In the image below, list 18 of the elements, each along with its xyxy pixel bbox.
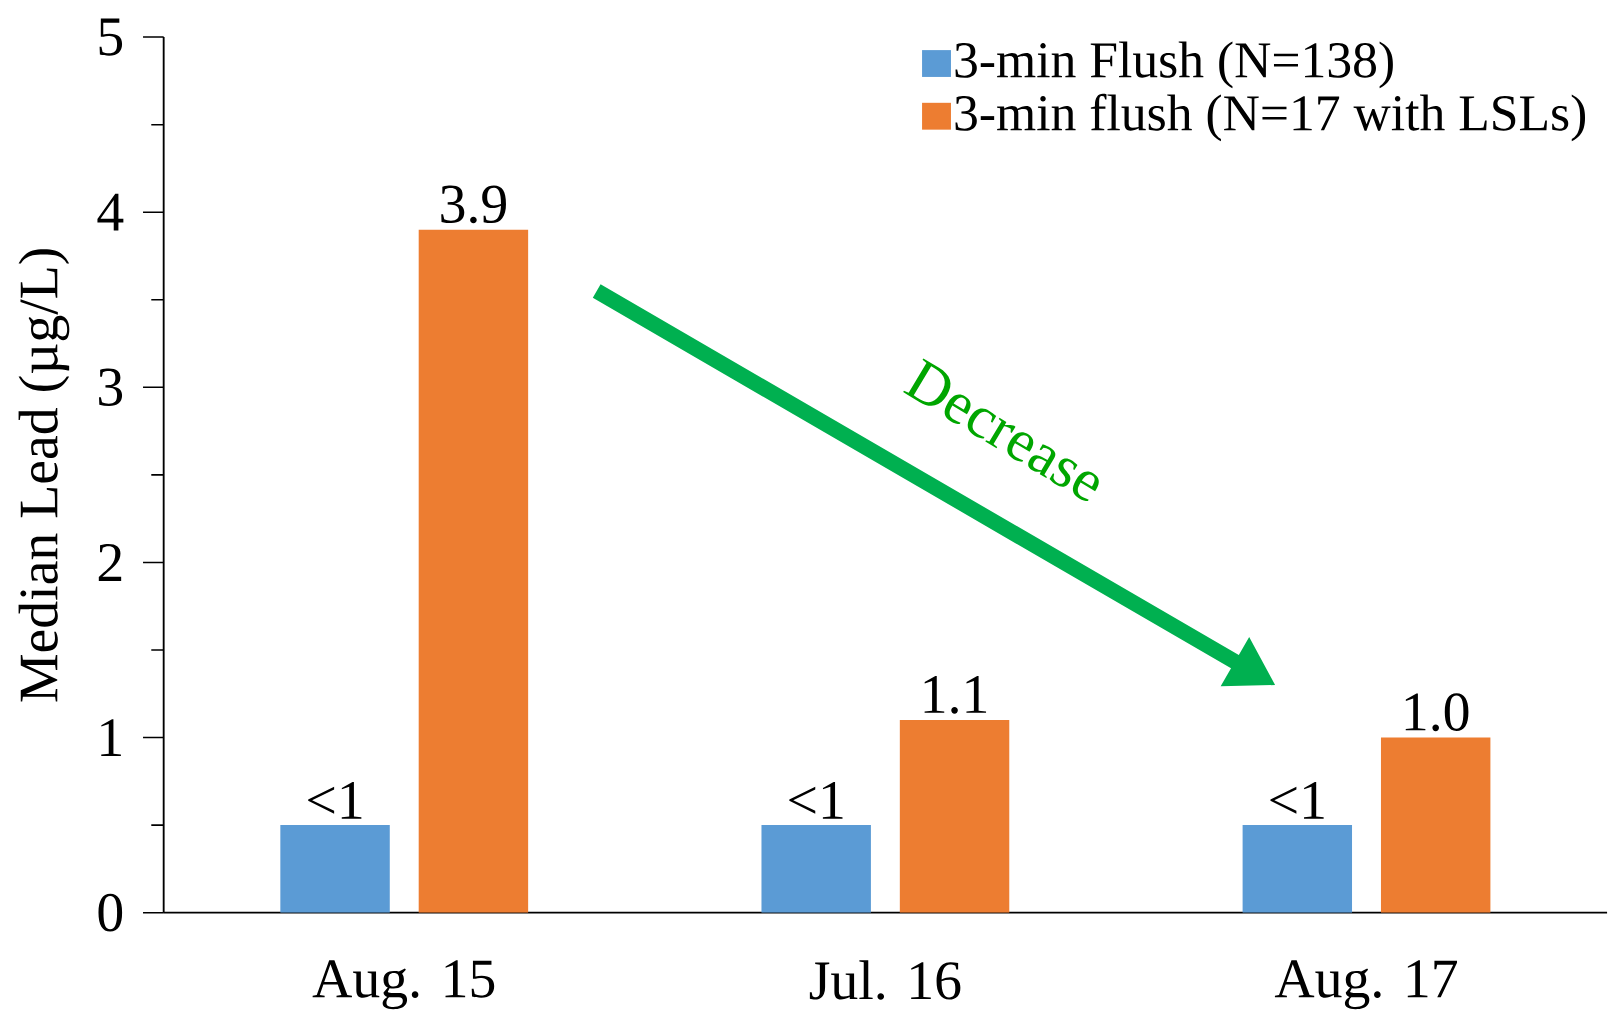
legend-label: 3-min Flush (N=138) [955,41,1393,89]
x-tick-label: Aug. 15 [312,960,495,1010]
y-tick-label: 1 [101,719,121,757]
y-tick-label: 4 [97,193,124,231]
legend-label: 3-min flush (N=17 with LSLs) [955,93,1586,142]
x-tick-label: Jul. 16 [809,960,961,1000]
x-tick-label: Aug. 17 [1274,960,1458,1010]
y-axis-title: Median Lead (µg/L) [18,249,70,702]
y-tick-label: 2 [98,544,122,581]
y-tick-label: 0 [98,893,123,932]
y-tick-label: 5 [99,18,123,56]
y-tick-label: 3 [99,368,123,407]
data-label: <1 [308,782,362,819]
data-label: <1 [1270,782,1324,819]
data-label: <1 [789,782,843,819]
data-label: 3.9 [441,185,506,224]
data-label: 1.1 [924,676,987,714]
data-label: 1.0 [1405,693,1469,732]
